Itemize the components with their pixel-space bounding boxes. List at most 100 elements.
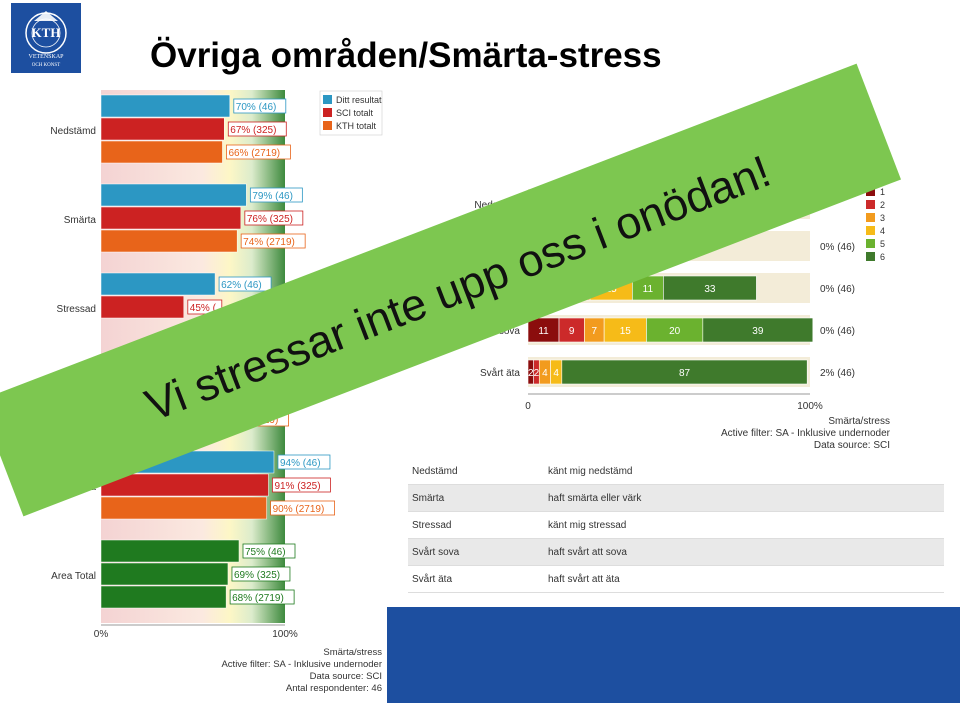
left-data-label-box	[249, 187, 303, 203]
right-legend-swatch	[866, 239, 875, 248]
table-row: Smärta haft smärta eller värk	[408, 484, 944, 512]
right-segment-label: 9	[569, 326, 575, 337]
left-category-label: Nedstämd	[50, 126, 96, 137]
left-tick-label: 0%	[94, 629, 109, 640]
right-footer-text: Data source: SCI	[814, 440, 890, 451]
right-legend-label: 2	[880, 200, 885, 210]
left-legend-frame	[319, 90, 383, 136]
left-data-label: 75% (46)	[245, 547, 286, 558]
left-tick-label: 100%	[272, 629, 298, 640]
right-legend-swatch	[866, 213, 875, 222]
left-bar	[100, 183, 247, 207]
left-bar	[100, 272, 216, 296]
left-data-label: 70% (46)	[236, 102, 277, 113]
banner-background	[0, 63, 902, 517]
term-cell: Svårt äta	[408, 565, 544, 593]
left-data-label-box	[270, 500, 336, 516]
definition-cell: känt mig stressad	[544, 511, 944, 539]
left-data-label-box	[242, 543, 296, 559]
logo-sub1: VETENSKAP	[28, 54, 64, 60]
left-data-label-box	[233, 98, 287, 114]
left-footer-text: Active filter: SA - Inklusive undernoder	[221, 659, 382, 670]
left-category-label: Area Total	[51, 571, 96, 582]
right-row-note: 0% (46)	[820, 284, 855, 295]
left-data-label: 90% (2719)	[273, 504, 325, 515]
left-legend-label: Ditt resultat	[336, 95, 382, 105]
right-segment-label: 7	[591, 326, 597, 337]
left-data-label-box	[231, 566, 291, 582]
table-row: Nedstämd känt mig nedstämd	[408, 458, 944, 485]
left-bar	[100, 140, 223, 164]
left-bar	[100, 295, 185, 319]
left-data-label-box	[229, 589, 295, 605]
right-segment-label: 11	[538, 326, 549, 337]
right-segment-label: 39	[752, 326, 764, 337]
left-data-label: 74% (2719)	[243, 237, 295, 248]
left-category-label: Smärta	[64, 215, 97, 226]
right-legend-swatch	[866, 200, 875, 209]
right-tick-label: 100%	[797, 401, 823, 412]
left-bar	[100, 585, 227, 609]
left-legend-swatch	[323, 95, 332, 104]
left-legend-label: SCI totalt	[336, 108, 374, 118]
left-bar	[100, 496, 267, 520]
right-row-note: 0% (46)	[820, 326, 855, 337]
right-segment-label: 4	[542, 368, 548, 379]
right-stacked-segment	[603, 317, 647, 343]
left-legend-swatch	[323, 108, 332, 117]
definition-cell: haft smärta eller värk	[544, 484, 944, 512]
left-data-label: 69% (325)	[234, 570, 280, 581]
left-data-label-box	[240, 233, 306, 249]
kth-logo: KTH VETENSKAP OCH KONST	[11, 3, 81, 73]
left-data-label: 91% (325)	[274, 481, 320, 492]
left-bar	[100, 229, 238, 253]
right-segment-label: 20	[669, 326, 681, 337]
right-legend-label: 3	[880, 213, 885, 223]
right-legend-swatch	[866, 226, 875, 235]
right-stacked-segment	[527, 317, 560, 343]
right-segment-label: 2	[528, 368, 534, 379]
table-row: Svårt sova haft svårt att sova	[408, 538, 944, 566]
left-data-label-box	[218, 276, 272, 292]
left-data-label-box	[272, 477, 331, 493]
definitions-table: Nedstämd känt mig nedstämd Smärta haft smä…	[408, 458, 944, 593]
right-legend-label: 6	[880, 252, 885, 262]
left-footer-text: Data source: SCI	[310, 671, 382, 682]
page-title: Övriga områden/Smärta-stress	[150, 36, 662, 75]
right-segment-label: 11	[643, 284, 654, 295]
logo-sub2: OCH KONST	[32, 63, 60, 68]
definition-cell: haft svårt att äta	[544, 565, 944, 593]
table-row: Stressad känt mig stressad	[408, 511, 944, 539]
left-data-label-box	[227, 121, 287, 137]
right-segment-label: 33	[704, 284, 716, 295]
right-row-note: 0% (46)	[820, 242, 855, 253]
right-stacked-segment	[702, 317, 814, 343]
left-bar	[100, 206, 242, 230]
left-data-label: 79% (46)	[252, 191, 293, 202]
left-legend-label: KTH totalt	[336, 121, 377, 131]
left-bar	[100, 539, 240, 563]
left-category-label: Stressad	[57, 304, 96, 315]
left-footer-text: Antal respondenter: 46	[286, 683, 382, 694]
definition-cell: känt mig nedstämd	[544, 458, 944, 485]
term-cell: Nedstämd	[408, 458, 544, 485]
right-segment-label: 4	[553, 368, 559, 379]
left-legend-swatch	[323, 121, 332, 130]
left-data-label: 66% (2719)	[228, 148, 280, 159]
right-footer-text: Active filter: SA - Inklusive undernoder	[721, 428, 891, 439]
right-stacked-segment	[663, 275, 757, 301]
right-category-label: Svårt äta	[480, 367, 520, 379]
left-bar	[100, 117, 225, 141]
right-segment-label: 87	[679, 368, 691, 379]
term-cell: Svårt sova	[408, 538, 544, 566]
left-data-label-box	[226, 144, 291, 160]
logo-text: KTH	[32, 25, 61, 40]
left-data-label: 67% (325)	[230, 125, 276, 136]
left-bar	[100, 94, 231, 118]
left-data-label: 94% (46)	[280, 458, 321, 469]
right-tick-label: 0	[525, 401, 531, 412]
right-legend-swatch	[866, 252, 875, 261]
right-legend-label: 5	[880, 239, 885, 249]
right-legend-label: 1	[880, 187, 885, 197]
